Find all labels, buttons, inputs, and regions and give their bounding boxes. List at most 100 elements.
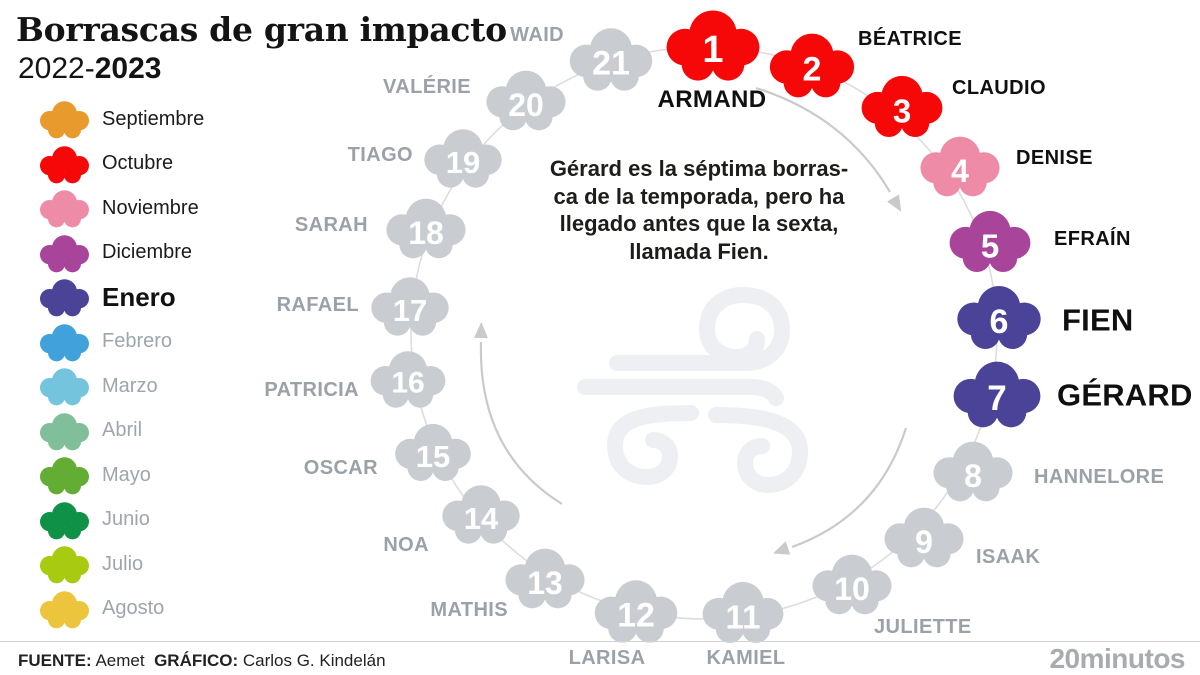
legend-item-label: Abril [102,419,143,442]
legend-item-label: Enero [102,281,176,312]
legend-item-label: Febrero [102,330,173,353]
storm-number: 4 [951,152,969,189]
legend-item: Enero [36,275,204,320]
storm-name-label: KAMIEL [706,647,786,669]
arrowhead-icon [772,541,791,555]
legend-item: Agosto [36,587,204,632]
arrowhead-icon [886,194,902,212]
cloud-icon [36,455,93,495]
arrowhead-icon [474,322,488,339]
storm-number: 9 [915,523,933,560]
storm-number: 15 [415,438,451,474]
legend-item-label: Junio [102,508,150,531]
storm-number: 17 [392,293,428,329]
cloud-icon [36,277,93,317]
annotation-line: ca de la temporada, pero ha [553,183,845,209]
direction-arrow [791,427,908,549]
storm-number: 6 [989,302,1009,341]
storm-cloud: 19 [418,126,508,191]
storm-name-label: RAFAEL [276,294,359,316]
annotation-line: Gérard es la séptima borras- [549,156,849,181]
cloud-icon [36,144,93,184]
storm-number: 3 [892,92,912,130]
storm-number: 12 [617,596,655,635]
legend-item: Febrero [36,320,204,365]
legend-item: Diciembre [36,231,204,276]
legend: Septiembre Octubre Noviembre Diciembre Enero… [36,97,204,631]
storm-number: 21 [592,44,630,83]
legend-item: Julio [36,542,204,587]
legend-item-label: Julio [102,552,144,575]
legend-item: Abril [36,409,204,454]
storm-name-label: FIEN [1062,302,1134,338]
legend-item-label: Mayo [102,463,151,486]
cloud-icon [36,411,93,451]
storm-cloud: 2 [763,30,861,101]
direction-arrow [479,341,563,505]
legend-item: Marzo [36,364,204,409]
storm-number: 2 [802,50,822,89]
legend-item-label: Marzo [102,374,158,397]
footer: FUENTE: Aemet GRÁFICO: Carlos G. Kindelá… [18,651,386,671]
storm-name-label: OSCAR [303,457,378,479]
storm-name-label: VALÉRIE [383,76,471,98]
storm-name-label: MATHIS [430,599,508,621]
annotation: Gérard es la séptima borras-ca de la tem… [509,155,889,265]
storm-number: 20 [508,86,544,123]
storm-cloud: 20 [480,67,572,133]
brand-logo: 20minutos [1049,643,1185,674]
storm-name-label: JULIETTE [874,616,972,638]
storm-name-label: CLAUDIO [952,77,1046,99]
legend-item: Junio [36,498,204,543]
legend-item: Mayo [36,453,204,498]
legend-item-label: Octubre [102,152,174,175]
season-label: 2022-2023 [18,52,161,86]
storm-cloud: 16 [365,348,452,411]
storm-cloud: 10 [806,551,898,617]
storm-cloud: 12 [588,576,684,645]
cloud-icon [36,366,93,406]
storm-name-label: LARISA [568,647,646,669]
storm-name-label: NOA [383,534,429,556]
storm-name-label: ARMAND [657,86,767,113]
storm-number: 16 [391,366,425,400]
legend-item: Septiembre [36,97,204,142]
credit-label: GRÁFICO: [154,651,239,670]
storm-number: 19 [445,145,481,181]
cloud-icon [36,233,93,273]
cloud-icon [36,322,93,362]
legend-item-label: Septiembre [102,107,205,130]
storm-cloud: 4 [914,133,1006,199]
storm-cloud: 6 [951,282,1048,352]
season-year: 2023 [94,52,162,85]
cloud-icon [36,188,93,228]
footer-divider [0,641,1200,642]
storm-number: 1 [702,29,724,72]
storm-cloud: 8 [927,438,1019,504]
storm-name-label: DENISE [1016,147,1093,169]
storm-number: 18 [408,214,444,251]
storm-name-label: PATRICIA [264,379,359,401]
season-prefix: 2022- [18,52,95,85]
storm-cloud: 11 [696,578,790,646]
storm-number: 5 [980,227,1000,265]
cloud-icon [36,99,93,139]
storm-cloud: 14 [436,482,526,547]
legend-item-label: Agosto [102,597,165,620]
legend-item: Noviembre [36,186,204,231]
storm-name-label: BÉATRICE [858,28,962,50]
storm-cloud: 17 [365,274,455,339]
source-label: FUENTE: [18,651,92,670]
storm-number: 7 [987,379,1007,419]
storm-name-label: SARAH [294,214,368,236]
storm-cloud: 15 [389,420,477,483]
storm-number: 10 [834,570,870,607]
cloud-icon [36,544,93,584]
storm-cloud: 21 [563,24,659,93]
storm-name-label: HANNELORE [1034,466,1165,488]
legend-item-label: Diciembre [102,241,193,264]
clockwise-arrows [474,86,908,555]
storm-cloud: 3 [855,72,949,140]
legend-item: Octubre [36,142,204,187]
